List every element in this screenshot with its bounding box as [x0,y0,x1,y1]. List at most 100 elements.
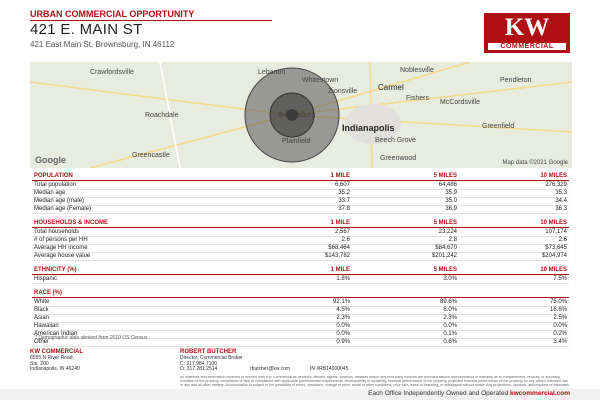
map-label: Roachdale [145,112,179,119]
map-canvas: Crawfordsville Lebanon Whitestown Noblesvil… [30,62,572,168]
disclaimer: All materials and information received o… [180,376,569,387]
map-label: Greenfield [482,123,514,130]
row-label: Other [34,339,50,345]
section-header: ETHNICITY (%) 1 MILE 5 MILES 10 MILES [32,266,569,275]
data-row: Average HH income $68,464 $84,670 $73,645 [32,244,569,253]
column-header: 5 MILES [433,267,457,273]
section-title: POPULATION [34,173,73,179]
category: URBAN COMMERCIAL OPPORTUNITY [30,9,195,19]
column-header: 10 MILES [540,267,567,273]
section-header: RACE (%) [32,289,569,298]
column-header: 1 MILE [330,173,350,179]
section-title: HOUSEHOLDS & INCOME [34,220,109,226]
footer-line: 8555 N River Road, [30,355,74,361]
cell: 75.0% [549,299,567,305]
row-label: Asian [34,315,50,321]
cell: $201,242 [431,253,457,259]
data-row: Average house value $143,782 $201,242 $204,… [32,252,569,261]
address: 421 East Main St, Brownsburg, IN 46112 [30,40,175,49]
tagline: Each Office Independently Owned and Oper… [368,390,570,397]
cell: 64,486 [438,182,457,188]
logo-sub: COMMERCIAL [488,43,566,50]
column-header: 1 MILE [330,220,350,226]
section-title: ETHNICITY (%) [34,267,77,273]
data-row: Total population 6,607 64,486 276,329 [32,181,569,190]
section-header: HOUSEHOLDS & INCOME 1 MILE 5 MILES 10 MILES [32,219,569,228]
row-label: Median age [34,190,66,196]
map: Crawfordsville Lebanon Whitestown Noblesvil… [30,62,572,168]
cell: 0.0% [336,323,350,329]
column-header: 10 MILES [540,220,567,226]
map-attribution: Map data ©2021 Google [503,159,569,166]
cell: 6.0% [443,307,457,313]
map-brand: Google [35,155,66,165]
data-row: Hawaiian 0.0% 0.0% 0.0% [32,322,569,331]
cell: 0.9% [336,339,350,345]
cell: 2.3% [336,315,350,321]
cell: 36.9 [445,206,457,212]
row-label: # of persons per HH [34,237,88,243]
row-label: Average HH income [34,245,88,251]
data-row: # of persons per HH 2.6 2.8 2.6 [32,236,569,245]
cell: 2,567 [334,229,350,235]
road [159,62,181,168]
map-label: Beech Grove [375,137,416,144]
cell: $204,974 [541,253,567,259]
data-row: Median age (Female) 37.8 36.9 36.3 [32,205,569,214]
footer-line: C: 317.984.7100 [180,360,217,367]
cell: $73,645 [545,245,567,251]
column-header: 5 MILES [433,220,457,226]
cell: $84,670 [435,245,457,251]
cell: 35.0 [445,198,457,204]
footer-line: Director, Commercial Broker [180,355,243,361]
row-label: Total population [34,182,77,188]
map-label: Zionsville [328,88,357,95]
column-header: 1 MILE [330,267,350,273]
agent-name: ROBERT BUTCHER [180,349,237,355]
map-label: McCordsville [440,99,480,106]
cell: 16.6% [549,307,567,313]
map-label: Indianapolis [342,123,395,133]
logo-mark: KW [504,14,550,41]
map-label: Whitestown [302,77,338,84]
cell: 37.8 [338,206,350,212]
cell: 7.5% [553,276,567,282]
footer-bar [0,389,600,400]
cell: 3.0% [443,276,457,282]
section-header: POPULATION 1 MILE 5 MILES 10 MILES [32,172,569,181]
cell: 0.0% [443,323,457,329]
row-label: American Indian [34,331,78,337]
cell: 35.9 [445,190,457,196]
row-label: Hispanic [34,276,58,282]
cell: 0.6% [443,339,457,345]
cell: 34.4 [555,198,567,204]
data-row: Other 0.9% 0.6% 3.4% [32,338,569,347]
cell: 0.2% [553,331,567,337]
cell: 35.2 [338,190,350,196]
footer-line: Indianapolis, IN 46240 [30,366,80,373]
cell: 35.3 [555,190,567,196]
map-label: Greencastle [132,152,170,159]
data-row: White 92.1% 89.6% 75.0% [32,298,569,307]
column-header: 5 MILES [433,173,457,179]
footer-line: rbutcher@kw.com [250,366,291,372]
cell: 2.6 [341,237,350,243]
footer-line: O: 317.281.2514 [180,366,218,373]
cell: 2.6 [558,237,567,243]
cell: 1.8% [336,276,350,282]
tagline-text: Each Office Independently Owned and Oper… [368,390,509,397]
cell: 23,224 [438,229,457,235]
row-label: Black [34,307,49,313]
cell: 33.7 [338,198,350,204]
map-label: Plainfield [282,138,311,145]
map-label: Crawfordsville [90,69,134,76]
cell: $143,782 [324,253,350,259]
cell: 2.3% [443,315,457,321]
data-row: Median age 35.2 35.9 35.3 [32,189,569,198]
column-header: 10 MILES [540,173,567,179]
note: * Demographic data derived from 2010 US … [35,335,148,341]
website: kwcommercial.com [510,390,570,397]
data-row: Asian 2.3% 2.3% 2.5% [32,314,569,323]
footer-line: IN #RB14000045 [310,366,349,372]
